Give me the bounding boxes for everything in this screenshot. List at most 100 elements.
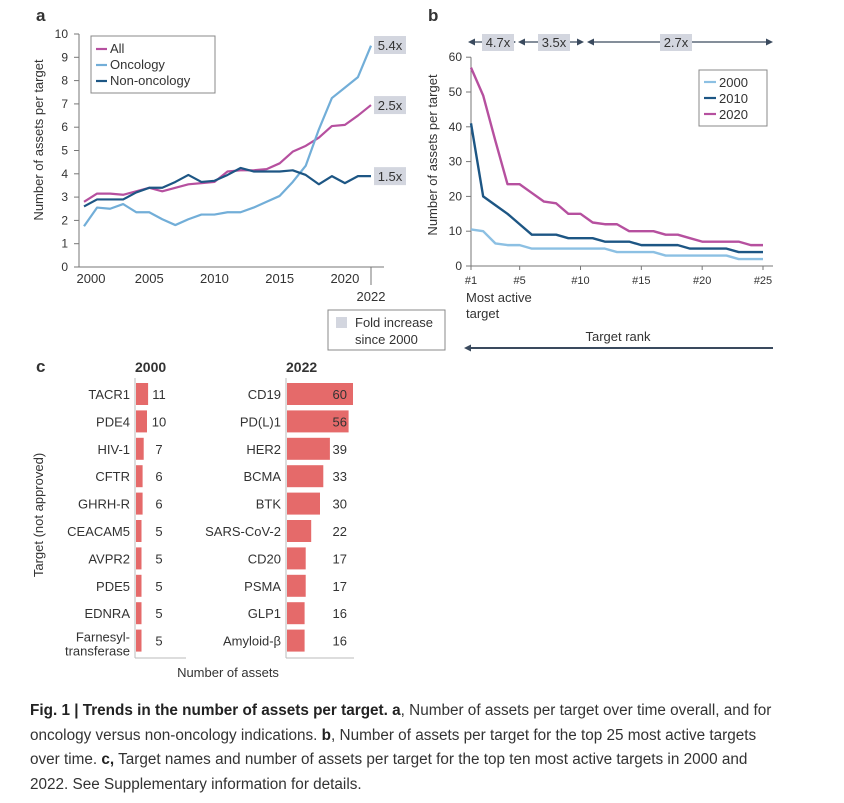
- fold-range-arrowhead: [468, 38, 475, 46]
- y-tick-label-b: 30: [449, 155, 463, 169]
- fold-badge: [482, 34, 514, 51]
- bar: [287, 602, 305, 625]
- category-label: GHRH-R: [78, 497, 130, 512]
- y-tick-label-a: 6: [61, 120, 68, 134]
- category-label: CD19: [248, 387, 281, 402]
- y-axis-title-a-text: Number of assets per target: [31, 59, 46, 221]
- x-tick-label-a: 2015: [265, 271, 294, 286]
- y-tick-label-a: 0: [61, 260, 68, 274]
- series-line-oncology: [83, 45, 373, 227]
- y-tick-label-a: 10: [55, 27, 69, 41]
- x-tick-label-2022-a: 2022: [357, 289, 386, 304]
- value-label: 6: [155, 469, 162, 484]
- category-label: GLP1: [248, 606, 281, 621]
- category-label: transferase: [65, 644, 130, 659]
- panel-label-a: a: [36, 6, 46, 25]
- category-label: CEACAM5: [67, 524, 130, 539]
- y-tick-label-b: 50: [449, 85, 463, 99]
- legend-label: Oncology: [110, 57, 165, 72]
- x-first-label-b: Most active: [466, 290, 532, 305]
- bar: [136, 547, 142, 570]
- x-tick-label-a: 2020: [330, 271, 359, 286]
- series-line-all: [83, 104, 372, 203]
- category-label: CFTR: [95, 469, 130, 484]
- value-label: 5: [155, 606, 162, 621]
- category-label: AVPR2: [88, 551, 130, 566]
- bar: [287, 492, 320, 515]
- x-axis-title-c: Number of assets: [177, 665, 279, 680]
- series-line-2000: [470, 228, 763, 261]
- bar: [287, 383, 353, 405]
- y-axis-title-c: Target (not approved): [31, 453, 46, 577]
- y-tick-label-b: 0: [455, 259, 462, 273]
- value-label: 16: [333, 634, 347, 649]
- fold-badge: [660, 34, 692, 51]
- caption-segment: Target names and number of assets per ta…: [30, 751, 748, 793]
- bar: [136, 602, 142, 625]
- caption-segment: , Number of assets per target over time …: [30, 702, 772, 744]
- caption-segment: c,: [101, 751, 115, 768]
- fold-range-arrowhead: [766, 38, 773, 46]
- x-tick-label-b: #25: [754, 275, 772, 287]
- x-tick-label-a: 2010: [200, 271, 229, 286]
- value-label: 11: [152, 387, 166, 402]
- fold-legend-swatch: [336, 317, 347, 328]
- value-label: 33: [333, 469, 347, 484]
- value-label: 17: [333, 551, 347, 566]
- value-label: 5: [155, 634, 162, 649]
- x-axis-title-b: Target rank: [585, 329, 651, 344]
- category-label: PD(L)1: [240, 414, 281, 429]
- bar: [136, 629, 142, 652]
- legend-label: All: [110, 41, 125, 56]
- bar: [136, 492, 143, 515]
- value-label: 5: [155, 524, 162, 539]
- bar: [136, 465, 143, 488]
- category-label: BTK: [256, 497, 282, 512]
- bar: [287, 410, 349, 433]
- y-tick-label-a: 9: [61, 50, 68, 64]
- fold-range-arrowhead: [577, 38, 584, 46]
- y-tick-label-b: 40: [449, 120, 463, 134]
- bar: [287, 437, 330, 460]
- category-label: SARS-CoV-2: [205, 524, 281, 539]
- x-tick-label-b: #5: [514, 275, 526, 287]
- bar: [287, 520, 312, 542]
- caption-segment: , Number of assets per target for the to…: [30, 726, 757, 769]
- value-label: 60: [333, 387, 347, 402]
- category-label: PDE4: [96, 414, 130, 429]
- target-rank-arrowhead: [464, 344, 471, 352]
- caption-segment: Fig. 1 | Trends in the number of assets …: [30, 702, 388, 719]
- value-label: 5: [155, 579, 162, 594]
- bar: [287, 547, 306, 570]
- y-tick-label-a: 3: [61, 190, 68, 204]
- fold-badge: [374, 167, 406, 186]
- series-line-2010: [469, 123, 763, 254]
- x-tick-label-a: 2000: [77, 271, 106, 286]
- fold-legend-text: since 2000: [355, 332, 418, 347]
- caption-segment: b: [321, 726, 332, 744]
- y-tick-label-b: 20: [449, 189, 463, 203]
- y-tick-label-a: 2: [61, 213, 68, 227]
- fold-label: 2.5x: [378, 98, 403, 113]
- value-label: 5: [155, 551, 162, 566]
- x-tick-label-b: #10: [571, 275, 589, 287]
- y-tick-label-a: 4: [61, 167, 68, 181]
- x-tick-label-b: #15: [632, 275, 650, 287]
- fold-label: 1.5x: [378, 169, 403, 184]
- fold-range-arrowhead: [587, 38, 594, 46]
- category-label: BCMA: [243, 469, 281, 484]
- value-label: 22: [333, 524, 347, 539]
- y-tick-label-a: 5: [61, 144, 68, 158]
- bar: [287, 574, 306, 597]
- category-label: Amyloid-β: [223, 634, 281, 649]
- fold-range-label: 4.7x: [486, 35, 511, 50]
- panel-label-c: c: [36, 357, 45, 376]
- value-label: 39: [333, 442, 347, 457]
- caption-segment: a: [392, 702, 401, 719]
- category-label: PSMA: [244, 579, 281, 594]
- series-line-non-oncology: [83, 166, 371, 208]
- fold-range-arrowhead: [518, 38, 525, 46]
- legend-label: 2010: [719, 91, 748, 106]
- y-tick-label-a: 7: [61, 97, 68, 111]
- fold-legend: [327, 309, 446, 351]
